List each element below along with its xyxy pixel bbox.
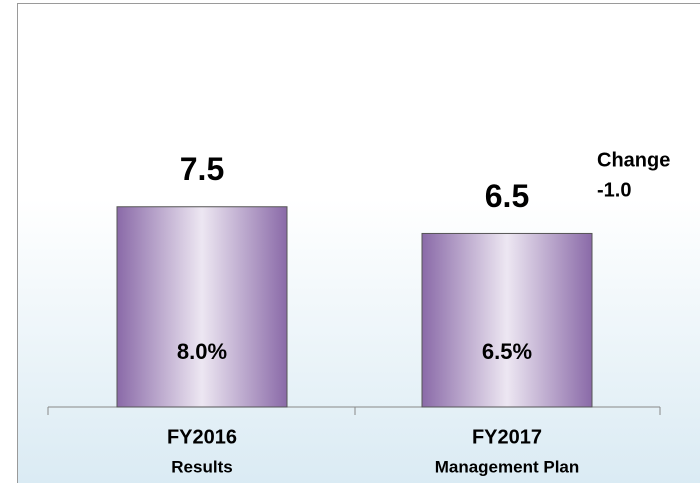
annotation-value: -1.0 — [597, 179, 631, 201]
bar — [116, 206, 288, 408]
x-tick-label: FY2017 — [472, 426, 542, 448]
inner-label: 8.0% — [177, 339, 227, 364]
value-label: 7.5 — [180, 151, 224, 187]
x-tick-sublabel: Management Plan — [435, 457, 580, 476]
value-label: 6.5 — [485, 178, 529, 214]
x-tick-label: FY2016 — [167, 426, 237, 448]
x-tick-sublabel: Results — [171, 457, 232, 476]
annotation-title: Change — [597, 149, 670, 171]
bar — [421, 232, 593, 408]
inner-label: 6.5% — [482, 339, 532, 364]
